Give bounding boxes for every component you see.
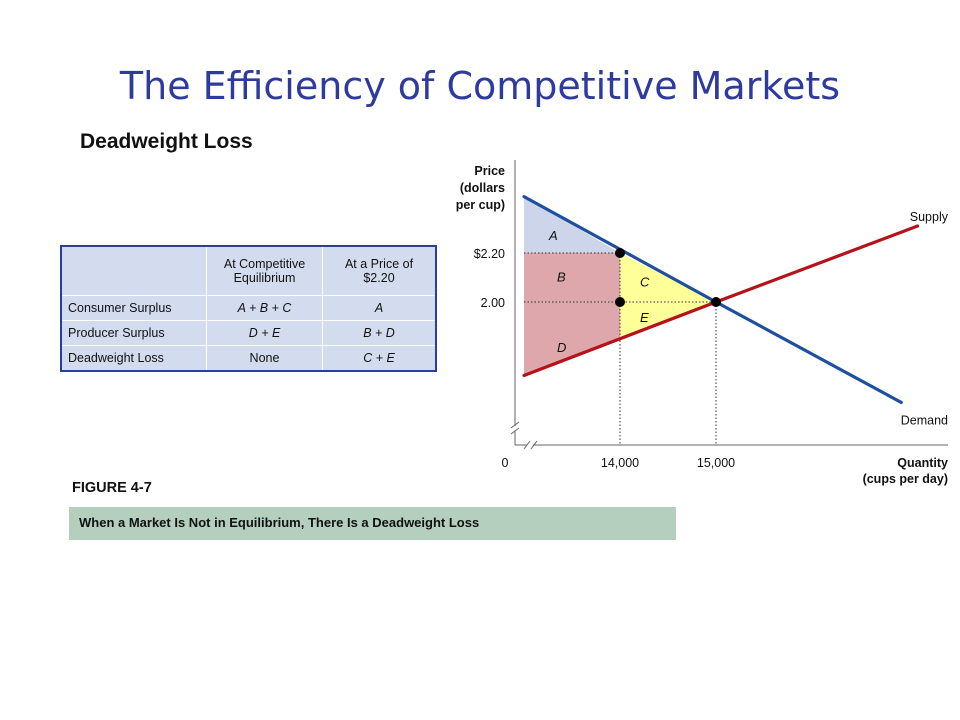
cell-equilibrium: A + B + C [206,295,323,321]
region-label-d: D [557,340,566,355]
table-header-equilibrium: At Competitive Equilibrium [206,245,323,296]
figure-label: FIGURE 4-7 [72,480,152,496]
region-a [524,196,620,253]
region-b [524,253,620,302]
region-label-e: E [640,310,649,325]
y-axis-break-mark [510,421,520,429]
table-row: Consumer Surplus A + B + C A [60,295,437,321]
x-axis-break-gap [527,441,533,449]
data-point-3 [711,297,721,307]
x-axis-label-line: Quantity [897,456,948,470]
demand-curve-label: Demand [901,413,948,427]
y-axis-break-mark [510,427,520,435]
region-label-c: C [640,275,650,290]
cell-price: B + D [322,320,437,346]
section-subtitle: Deadweight Loss [80,130,253,153]
surplus-table: At Competitive Equilibrium At a Price of… [60,245,437,372]
data-point-1 [615,248,625,258]
slide-title: The Efficiency of Competitive Markets [119,64,841,108]
region-d [524,302,620,376]
table-header-row: At Competitive Equilibrium At a Price of… [60,245,437,296]
row-label: Deadweight Loss [60,345,207,372]
caption-bar: When a Market Is Not in Equilibrium, The… [69,507,676,540]
cell-equilibrium: None [206,345,323,372]
cell-price: A [322,295,437,321]
table-corner-cell [60,245,207,296]
table-row: Producer Surplus D + E B + D [60,320,437,346]
y-axis-label-line: per cup) [456,198,505,212]
y-tick-label: 2.00 [481,296,505,310]
x-axis-break-mark [530,440,538,450]
cell-price: C + E [322,345,437,372]
row-label: Producer Surplus [60,320,207,346]
y-axis-label-line: (dollars [460,181,505,195]
y-axis-label-line: Price [474,164,505,178]
supply-curve-label: Supply [910,210,949,224]
x-axis-label-line: (cups per day) [863,472,948,486]
x-tick-label: 14,000 [601,456,639,470]
caption-text: When a Market Is Not in Equilibrium, The… [79,515,480,530]
table-row: Deadweight Loss None C + E [60,345,437,372]
x-tick-label: 15,000 [697,456,735,470]
y-tick-label: $2.20 [474,247,505,261]
region-label-b: B [557,270,566,285]
cell-equilibrium: D + E [206,320,323,346]
data-point-2 [615,297,625,307]
x-axis-break-mark [523,440,531,450]
y-axis-break-gap [511,426,519,431]
x-tick-label: 0 [502,456,509,470]
region-label-a: A [548,228,558,243]
